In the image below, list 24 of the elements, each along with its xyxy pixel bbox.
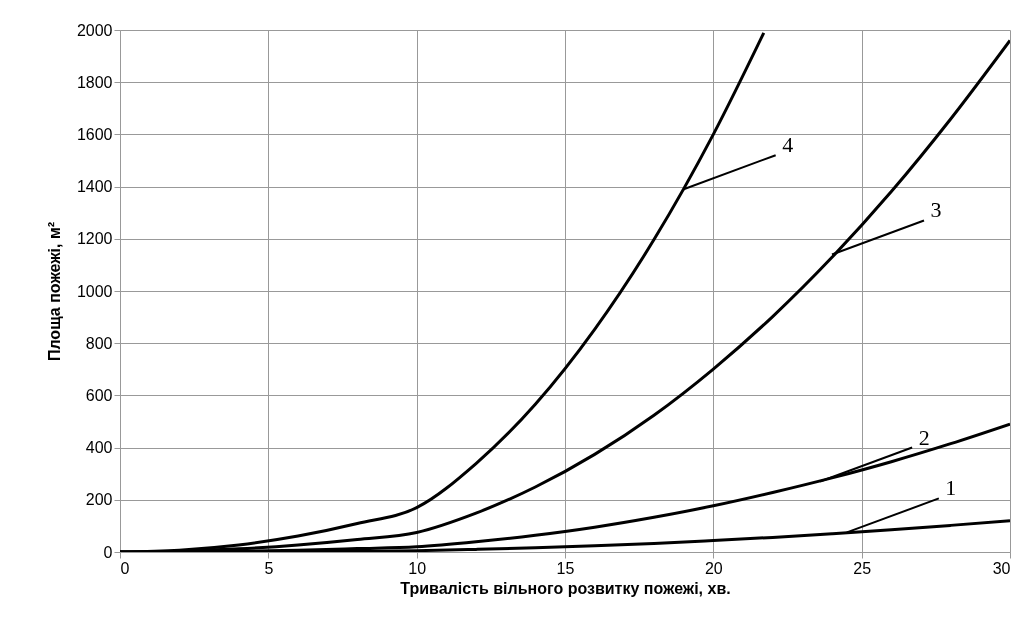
- x-tick-label: 25: [853, 559, 872, 577]
- y-tick-label: 200: [85, 491, 113, 509]
- y-tick-label: 800: [85, 334, 113, 352]
- y-tick-label: 400: [85, 439, 113, 457]
- x-axis-title: Тривалість вільного розвитку пожежі, хв.: [400, 579, 731, 597]
- x-tick-label: 10: [408, 559, 427, 577]
- y-tick-label: 0: [103, 543, 113, 561]
- x-tick-label: 0: [120, 559, 130, 577]
- y-tick-label: 1000: [76, 282, 113, 300]
- y-tick-label: 2000: [76, 21, 113, 39]
- y-tick-label: 1600: [76, 125, 113, 143]
- annotation: 4: [782, 132, 794, 158]
- y-tick-label: 600: [85, 386, 113, 404]
- y-tick-label: 1800: [76, 73, 113, 91]
- annotation: 2: [918, 424, 930, 450]
- x-tick-label: 15: [556, 559, 575, 577]
- y-tick-label: 1200: [76, 230, 113, 248]
- annotation: 1: [945, 475, 957, 501]
- x-tick-label: 30: [992, 559, 1011, 577]
- y-tick-label: 1400: [76, 178, 113, 196]
- annotation: 3: [930, 197, 942, 223]
- y-axis-title: Площа пожежі, м²: [45, 221, 63, 362]
- x-tick-label: 5: [264, 559, 274, 577]
- x-tick-label: 20: [704, 559, 723, 577]
